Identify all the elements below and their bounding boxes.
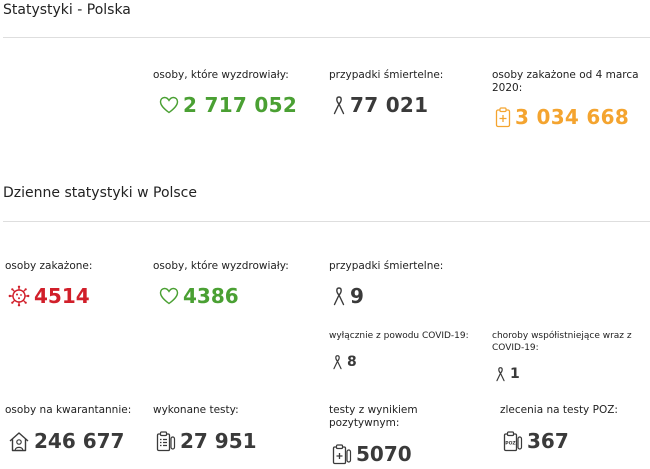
stat-deaths-daily: przypadki śmiertelne: 9 xyxy=(329,260,489,308)
stat-label: wykonane testy: xyxy=(153,404,239,416)
stat-value: 1 xyxy=(510,366,520,382)
stat-label: osoby zakażone od 4 marca 2020: xyxy=(492,69,639,94)
stat-value: 4386 xyxy=(183,284,239,308)
stat-label: przypadki śmiertelne: xyxy=(329,260,444,272)
svg-text:POZ: POZ xyxy=(505,440,516,446)
stat-label: osoby, które wyzdrowiały: xyxy=(153,69,289,81)
clipboard-list-icon xyxy=(156,430,176,451)
stat-value: 246 677 xyxy=(34,429,125,453)
stat-value: 2 717 052 xyxy=(183,93,298,117)
stat-label: zlecenia na testy POZ: xyxy=(500,404,618,416)
stat-infected-total: osoby zakażone od 4 marca 2020: 3 034 66… xyxy=(492,69,642,129)
stat-value: 77 021 xyxy=(350,93,429,117)
stat-value: 5070 xyxy=(356,442,412,466)
divider xyxy=(3,37,650,38)
divider xyxy=(3,221,650,222)
stat-positive-tests: testy z wynikiem pozytywnym: 5070 xyxy=(329,404,489,466)
ribbon-icon xyxy=(333,355,342,370)
house-person-icon xyxy=(9,431,29,451)
stat-value: 27 951 xyxy=(180,429,257,453)
stat-label: choroby współistniejące wraz z COVID-19: xyxy=(492,331,632,353)
stat-value: 3 034 668 xyxy=(515,105,630,129)
stat-label: wyłącznie z powodu COVID-19: xyxy=(329,331,469,341)
stat-value: 9 xyxy=(350,284,364,308)
stat-label: osoby zakażone: xyxy=(5,260,93,272)
stat-poz-orders: zlecenia na testy POZ: POZ 367 xyxy=(500,404,645,453)
stat-recovered-daily: osoby, które wyzdrowiały: 4386 xyxy=(153,260,323,308)
ribbon-icon xyxy=(496,367,505,382)
stat-infected-daily: osoby zakażone: 4514 xyxy=(5,260,145,308)
virus-icon xyxy=(8,285,30,307)
stat-quarantine: osoby na kwarantannie: 246 677 xyxy=(5,404,150,453)
heart-icon xyxy=(159,96,179,114)
section-title-poland: Statystyki - Polska xyxy=(3,2,131,18)
poz-clipboard-icon: POZ xyxy=(503,430,523,451)
stat-deaths-covid-only: wyłącznie z powodu COVID-19: 8 xyxy=(329,330,489,370)
stat-label: przypadki śmiertelne: xyxy=(329,69,444,81)
stat-value: 367 xyxy=(527,429,569,453)
stat-label: testy z wynikiem pozytywnym: xyxy=(329,404,418,429)
heart-icon xyxy=(159,287,179,305)
ribbon-icon xyxy=(333,287,345,306)
test-tube-icon xyxy=(332,443,352,464)
stat-tests: wykonane testy: 27 951 xyxy=(153,404,323,453)
stat-recovered-total: osoby, które wyzdrowiały: 2 717 052 xyxy=(153,69,323,117)
stat-deaths-total: przypadki śmiertelne: 77 021 xyxy=(329,69,489,117)
section-title-daily: Dzienne statystyki w Polsce xyxy=(3,185,197,201)
stat-label: osoby, które wyzdrowiały: xyxy=(153,260,289,272)
ribbon-icon xyxy=(333,96,345,115)
stat-value: 4514 xyxy=(34,284,90,308)
stat-deaths-comorbid: choroby współistniejące wraz z COVID-19:… xyxy=(492,330,648,382)
stat-value: 8 xyxy=(347,354,357,370)
clipboard-cross-icon xyxy=(495,106,511,127)
stat-label: osoby na kwarantannie: xyxy=(5,404,132,416)
